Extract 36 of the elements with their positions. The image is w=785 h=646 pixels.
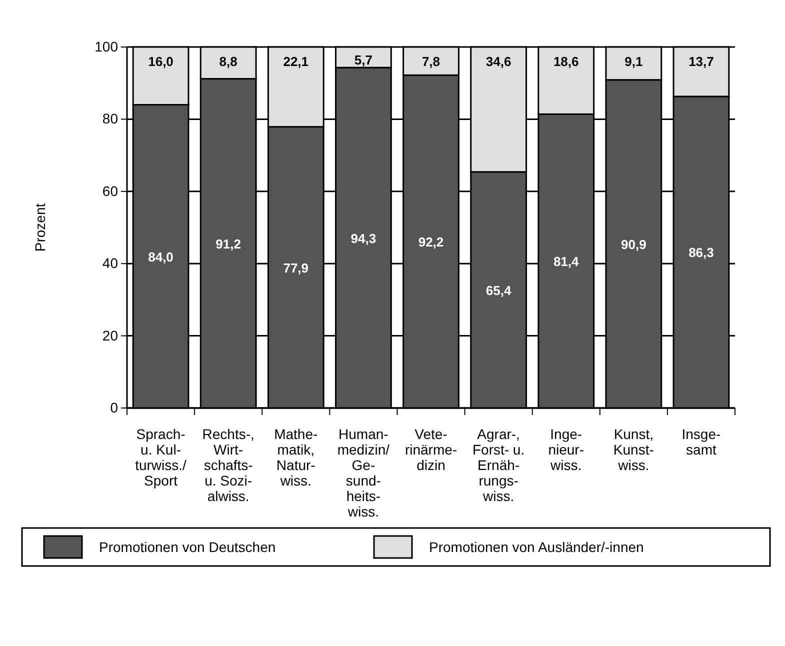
data-label: 5,7 — [354, 52, 372, 68]
x-tick-label: Mathe- matik, Natur- wiss. — [274, 426, 318, 488]
data-label: 90,9 — [621, 236, 646, 252]
data-label: 18,6 — [553, 54, 579, 69]
data-label: 7,8 — [422, 54, 440, 69]
data-label: 92,2 — [418, 234, 444, 250]
x-tick-label: Agrar-, Forst- u. Ernäh- rungs- wiss. — [472, 426, 525, 504]
y-tick-label: 60 — [102, 182, 118, 199]
y-tick-label: 40 — [102, 255, 118, 272]
x-tick-label: Sprach- u. Kul- turwiss./ Sport — [135, 426, 187, 488]
y-tick-label: 80 — [102, 110, 118, 127]
x-tick-label: Kunst, Kunst- wiss. — [613, 426, 654, 473]
data-label: 81,4 — [553, 254, 580, 270]
x-tick-label: Insge- samt — [682, 426, 722, 458]
data-label: 77,9 — [283, 260, 309, 276]
x-tick-label: Human- medizin/ Ge- sund- heits- wiss. — [337, 426, 390, 520]
y-axis-title: Prozent — [32, 203, 48, 252]
legend-label: Promotionen von Deutschen — [99, 539, 276, 555]
data-label: 65,4 — [486, 282, 512, 298]
data-label: 84,0 — [148, 249, 174, 264]
data-label: 16,0 — [148, 54, 174, 69]
data-label: 91,2 — [216, 236, 241, 252]
data-label: 94,3 — [350, 230, 376, 246]
data-label: 86,3 — [688, 245, 714, 260]
x-tick-label: Rechts-, Wirt- schafts- u. Sozi- alwiss. — [202, 426, 254, 504]
data-label: 8,8 — [219, 54, 238, 69]
y-tick-label: 0 — [110, 399, 118, 416]
data-label: 34,6 — [486, 54, 512, 69]
y-tick-label: 20 — [102, 327, 118, 344]
data-label: 9,1 — [624, 54, 643, 69]
data-label: 22,1 — [283, 54, 309, 69]
y-tick-label: 100 — [94, 38, 118, 54]
x-tick-label: Inge- nieur- wiss. — [548, 426, 584, 473]
data-label: 13,7 — [688, 54, 714, 69]
x-tick-label: Vete- rinärme- dizin — [404, 426, 458, 473]
legend-label: Promotionen von Ausländer/-innen — [429, 539, 644, 555]
